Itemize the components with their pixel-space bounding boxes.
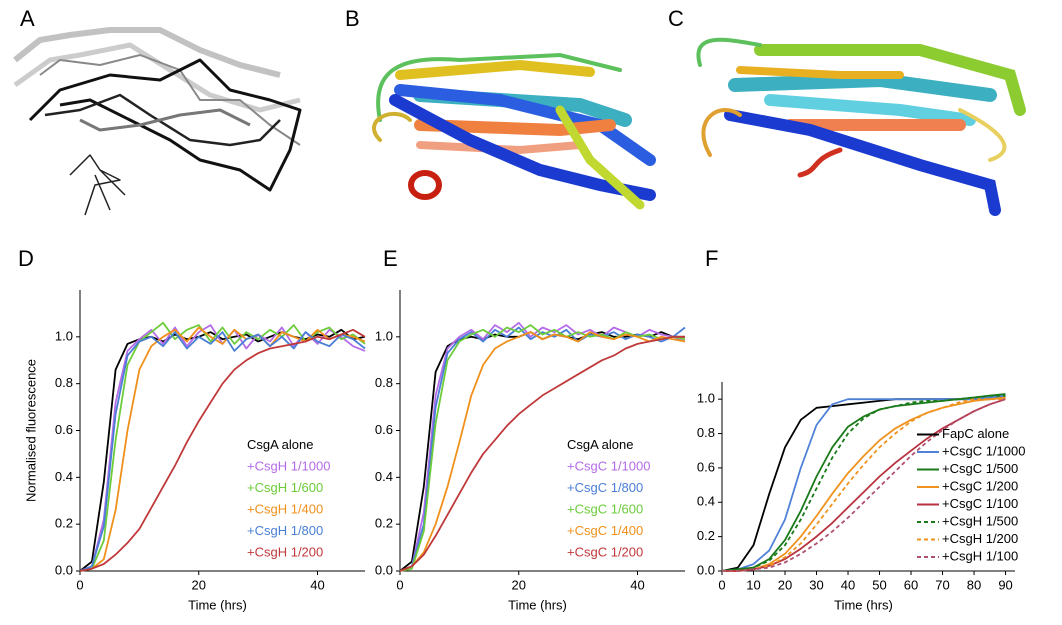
y-tick-label: 0.0 bbox=[697, 562, 715, 577]
y-tick-label: 0.2 bbox=[697, 528, 715, 543]
legend-label: +CsgC 1/800 bbox=[567, 480, 643, 495]
x-tick-label: 20 bbox=[512, 577, 526, 592]
x-tick-label: 80 bbox=[967, 577, 981, 592]
panel-label: B bbox=[345, 6, 360, 31]
y-tick-label: 0.4 bbox=[697, 494, 715, 509]
y-tick-label: 0.4 bbox=[375, 469, 393, 484]
structure-b bbox=[374, 55, 650, 205]
x-tick-label: 40 bbox=[630, 577, 644, 592]
x-tick-label: 10 bbox=[746, 577, 760, 592]
legend-label: +CsgH 1/200 bbox=[247, 544, 323, 559]
legend-label: +CsgH 1/1000 bbox=[247, 458, 330, 473]
legend-label: +CsgC 1/1000 bbox=[942, 443, 1025, 458]
structure-a bbox=[15, 30, 300, 215]
x-tick-label: 0 bbox=[76, 577, 83, 592]
y-tick-label: 0.2 bbox=[375, 516, 393, 531]
y-tick-label: 0.2 bbox=[55, 516, 73, 531]
figure: A B C D 0.0 0.2 0.4 0.6 0.8 1.0 0 20 40 Time (hrs)… bbox=[0, 0, 1062, 625]
x-tick-label: 20 bbox=[778, 577, 792, 592]
x-tick-label: 40 bbox=[310, 577, 324, 592]
y-tick-label: 0.4 bbox=[55, 469, 73, 484]
x-axis-label: Time (hrs) bbox=[834, 597, 893, 612]
y-tick-label: 0.8 bbox=[55, 375, 73, 390]
legend-label: +CsgC 1/200 bbox=[567, 544, 643, 559]
legend-label: +CsgH 1/800 bbox=[247, 523, 323, 538]
legend-label: +CsgC 1/200 bbox=[942, 478, 1018, 493]
legend-label: +CsgC 1/400 bbox=[567, 523, 643, 538]
x-axis-label: Time (hrs) bbox=[508, 597, 567, 612]
panel-label: D bbox=[18, 246, 34, 271]
x-tick-label: 40 bbox=[841, 577, 855, 592]
legend-label: +CsgH 1/500 bbox=[942, 513, 1018, 528]
panel-label: A bbox=[20, 6, 35, 31]
x-tick-label: 30 bbox=[809, 577, 823, 592]
x-tick-label: 90 bbox=[998, 577, 1012, 592]
y-tick-label: 0.6 bbox=[697, 459, 715, 474]
legend-label: +CsgC 1/100 bbox=[942, 496, 1018, 511]
y-tick-label: 0.6 bbox=[375, 422, 393, 437]
y-tick-label: 0.8 bbox=[697, 425, 715, 440]
legend-label: +CsgH 1/100 bbox=[942, 548, 1018, 563]
panel-label: E bbox=[383, 246, 398, 271]
structure-c bbox=[698, 40, 1020, 210]
y-axis-label: Normalised fluorescence bbox=[23, 359, 38, 502]
panel-label: C bbox=[668, 6, 684, 31]
x-tick-label: 0 bbox=[718, 577, 725, 592]
legend-label: FapC alone bbox=[942, 426, 1009, 441]
legend-label: CsgA alone bbox=[567, 437, 634, 452]
legend-label: +CsgH 1/200 bbox=[942, 531, 1018, 546]
x-axis-label: Time (hrs) bbox=[188, 597, 247, 612]
x-tick-label: 70 bbox=[935, 577, 949, 592]
x-tick-label: 20 bbox=[192, 577, 206, 592]
y-tick-label: 0.6 bbox=[55, 422, 73, 437]
y-tick-label: 0.0 bbox=[55, 562, 73, 577]
legend-label: +CsgC 1/500 bbox=[942, 461, 1018, 476]
legend-label: CsgA alone bbox=[247, 437, 314, 452]
legend-label: +CsgH 1/400 bbox=[247, 501, 323, 516]
x-tick-label: 50 bbox=[872, 577, 886, 592]
y-tick-label: 1.0 bbox=[55, 328, 73, 343]
x-tick-label: 0 bbox=[396, 577, 403, 592]
y-tick-label: 1.0 bbox=[375, 328, 393, 343]
y-tick-label: 0.8 bbox=[375, 375, 393, 390]
legend-label: +CsgC 1/1000 bbox=[567, 458, 650, 473]
panel-label: F bbox=[705, 246, 718, 271]
y-tick-label: 1.0 bbox=[697, 391, 715, 406]
x-tick-label: 60 bbox=[904, 577, 918, 592]
y-tick-label: 0.0 bbox=[375, 562, 393, 577]
legend-label: +CsgH 1/600 bbox=[247, 480, 323, 495]
legend-label: +CsgC 1/600 bbox=[567, 501, 643, 516]
